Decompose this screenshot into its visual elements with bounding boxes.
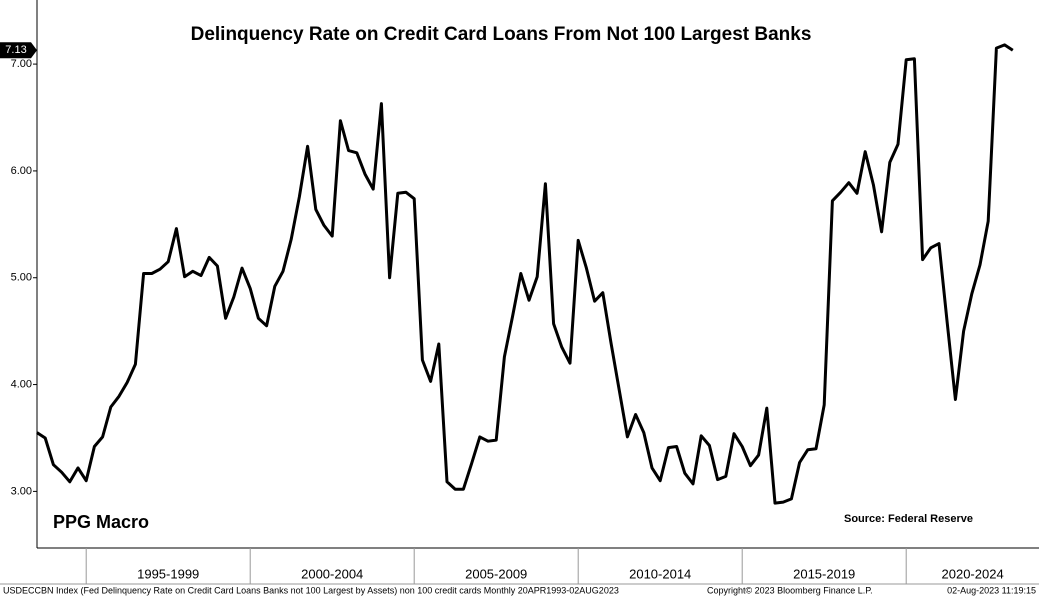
y-tick-label: 5.00 xyxy=(11,272,32,284)
x-band-label: 2015-2019 xyxy=(793,566,855,581)
y-tick-label: 3.00 xyxy=(11,485,32,497)
x-band-label: 2020-2024 xyxy=(942,566,1004,581)
y-tick-label: 4.00 xyxy=(11,378,32,390)
footer: Copyright© 2023 Bloomberg Finance L.P. xyxy=(707,585,873,595)
last-value-label: 7.13 xyxy=(5,44,26,56)
x-band-label: 2005-2009 xyxy=(465,566,527,581)
footer: 02-Aug-2023 11:19:15 xyxy=(947,585,1036,595)
last-value-tag xyxy=(0,42,37,59)
footer: USDECCBN Index (Fed Delinquency Rate on … xyxy=(3,585,619,595)
x-band-label: 1995-1999 xyxy=(137,566,199,581)
chart-title: Delinquency Rate on Credit Card Loans Fr… xyxy=(191,24,812,45)
x-band-label: 2000-2004 xyxy=(301,566,363,581)
x-band-label: 2010-2014 xyxy=(629,566,691,581)
line xyxy=(36,43,1014,505)
y-tick-label: 6.00 xyxy=(11,165,32,177)
y-tick-label: 7.00 xyxy=(11,58,32,70)
annotation: PPG Macro xyxy=(53,512,149,532)
annotation: Source: Federal Reserve xyxy=(844,513,973,525)
